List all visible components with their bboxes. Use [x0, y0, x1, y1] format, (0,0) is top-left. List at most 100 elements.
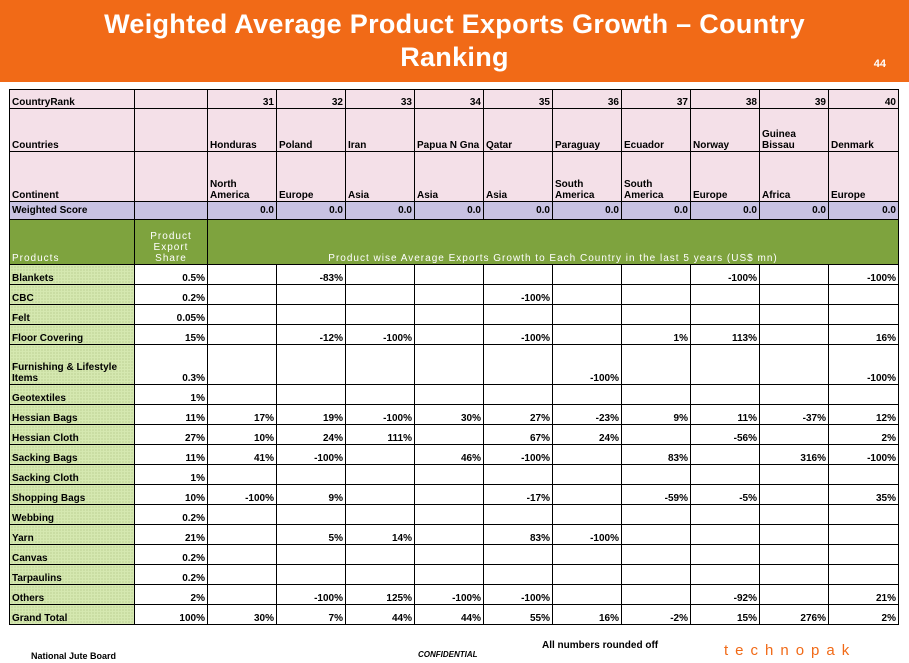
country-cell: Honduras	[207, 108, 277, 152]
product-name: Yarn	[9, 524, 135, 545]
growth-value	[828, 524, 899, 545]
continent-cell: Asia	[414, 151, 484, 202]
growth-value: 44%	[345, 604, 415, 625]
growth-value	[414, 564, 484, 585]
growth-value	[759, 304, 829, 325]
rank-label: CountryRank	[9, 89, 135, 109]
score-cell: 0.0	[345, 201, 415, 220]
score-cell: 0.0	[276, 201, 346, 220]
product-name: Canvas	[9, 544, 135, 565]
product-share: 0.2%	[134, 284, 208, 305]
growth-value	[552, 464, 622, 485]
growth-value	[345, 384, 415, 405]
product-name: Webbing	[9, 504, 135, 525]
page-number: 44	[873, 58, 886, 70]
growth-value	[345, 484, 415, 505]
growth-value	[276, 284, 346, 305]
product-name: Others	[9, 584, 135, 605]
growth-value: -100%	[552, 524, 622, 545]
growth-value: 24%	[276, 424, 346, 445]
growth-value: 111%	[345, 424, 415, 445]
growth-value	[483, 384, 553, 405]
growth-value	[759, 384, 829, 405]
score-cell: 0.0	[828, 201, 899, 220]
growth-value	[414, 284, 484, 305]
product-name: CBC	[9, 284, 135, 305]
growth-value	[759, 324, 829, 345]
growth-value	[552, 484, 622, 505]
table-row: Hessian Cloth 27% 10% 24% 111% 67% 24% -56% 2%	[9, 424, 899, 445]
continent-cell: North America	[207, 151, 277, 202]
product-share: 21%	[134, 524, 208, 545]
growth-value	[690, 384, 760, 405]
product-name: Furnishing & Lifestyle Items	[9, 344, 135, 385]
product-name: Hessian Cloth	[9, 424, 135, 445]
growth-value	[207, 324, 277, 345]
country-cell: Paraguay	[552, 108, 622, 152]
growth-value: -100%	[828, 264, 899, 285]
product-name: Floor Covering	[9, 324, 135, 345]
growth-value	[552, 384, 622, 405]
score-label: Weighted Score	[9, 201, 135, 220]
growth-value: 19%	[276, 404, 346, 425]
score-cell: 0.0	[759, 201, 829, 220]
growth-value	[207, 584, 277, 605]
product-share: 11%	[134, 404, 208, 425]
growth-value: 5%	[276, 524, 346, 545]
growth-value	[828, 464, 899, 485]
product-name: Hessian Bags	[9, 404, 135, 425]
growth-value	[690, 544, 760, 565]
growth-value	[828, 564, 899, 585]
growth-value: -100%	[828, 344, 899, 385]
growth-value	[759, 484, 829, 505]
growth-value	[207, 524, 277, 545]
growth-value: 30%	[414, 404, 484, 425]
product-share: 0.3%	[134, 344, 208, 385]
countries-blank	[134, 108, 208, 152]
score-cell: 0.0	[690, 201, 760, 220]
title-bar: Weighted Average Product Exports Growth …	[0, 0, 909, 82]
growth-value	[621, 264, 691, 285]
footer-confidential: CONFIDENTIAL	[418, 650, 478, 659]
countries-label: Countries	[9, 108, 135, 152]
rank-cell: 31	[207, 89, 277, 109]
growth-value	[414, 524, 484, 545]
growth-value	[345, 344, 415, 385]
growth-value	[207, 284, 277, 305]
growth-value	[483, 504, 553, 525]
growth-value: -100%	[414, 584, 484, 605]
growth-value: 1%	[621, 324, 691, 345]
country-cell: Iran	[345, 108, 415, 152]
growth-value: -100%	[690, 264, 760, 285]
growth-value	[690, 504, 760, 525]
page-title: Weighted Average Product Exports Growth …	[104, 9, 805, 72]
growth-value	[621, 504, 691, 525]
rank-cell: 35	[483, 89, 553, 109]
table-row: Webbing 0.2%	[9, 504, 899, 525]
table-row: Floor Covering 15% -12% -100% -100% 1% 113% 16%	[9, 324, 899, 345]
rank-cell: 40	[828, 89, 899, 109]
growth-value	[483, 304, 553, 325]
growth-value	[759, 584, 829, 605]
growth-value	[759, 424, 829, 445]
growth-value	[414, 264, 484, 285]
footer-org: National Jute Board	[31, 651, 117, 661]
growth-value	[621, 524, 691, 545]
continent-cell: Europe	[690, 151, 760, 202]
score-cell: 0.0	[483, 201, 553, 220]
growth-value	[414, 544, 484, 565]
products-header-row: Products Product Export Share Product wise…	[9, 219, 899, 265]
growth-value: -12%	[276, 324, 346, 345]
table-row: Sacking Cloth 1%	[9, 464, 899, 485]
growth-value: 30%	[207, 604, 277, 625]
growth-value	[483, 544, 553, 565]
growth-value	[345, 444, 415, 465]
continent-cell: Africa	[759, 151, 829, 202]
growth-value: 67%	[483, 424, 553, 445]
growth-value	[621, 584, 691, 605]
growth-value: -23%	[552, 404, 622, 425]
product-name: Grand Total	[9, 604, 135, 625]
growth-value	[414, 324, 484, 345]
product-name: Felt	[9, 304, 135, 325]
growth-value	[690, 464, 760, 485]
